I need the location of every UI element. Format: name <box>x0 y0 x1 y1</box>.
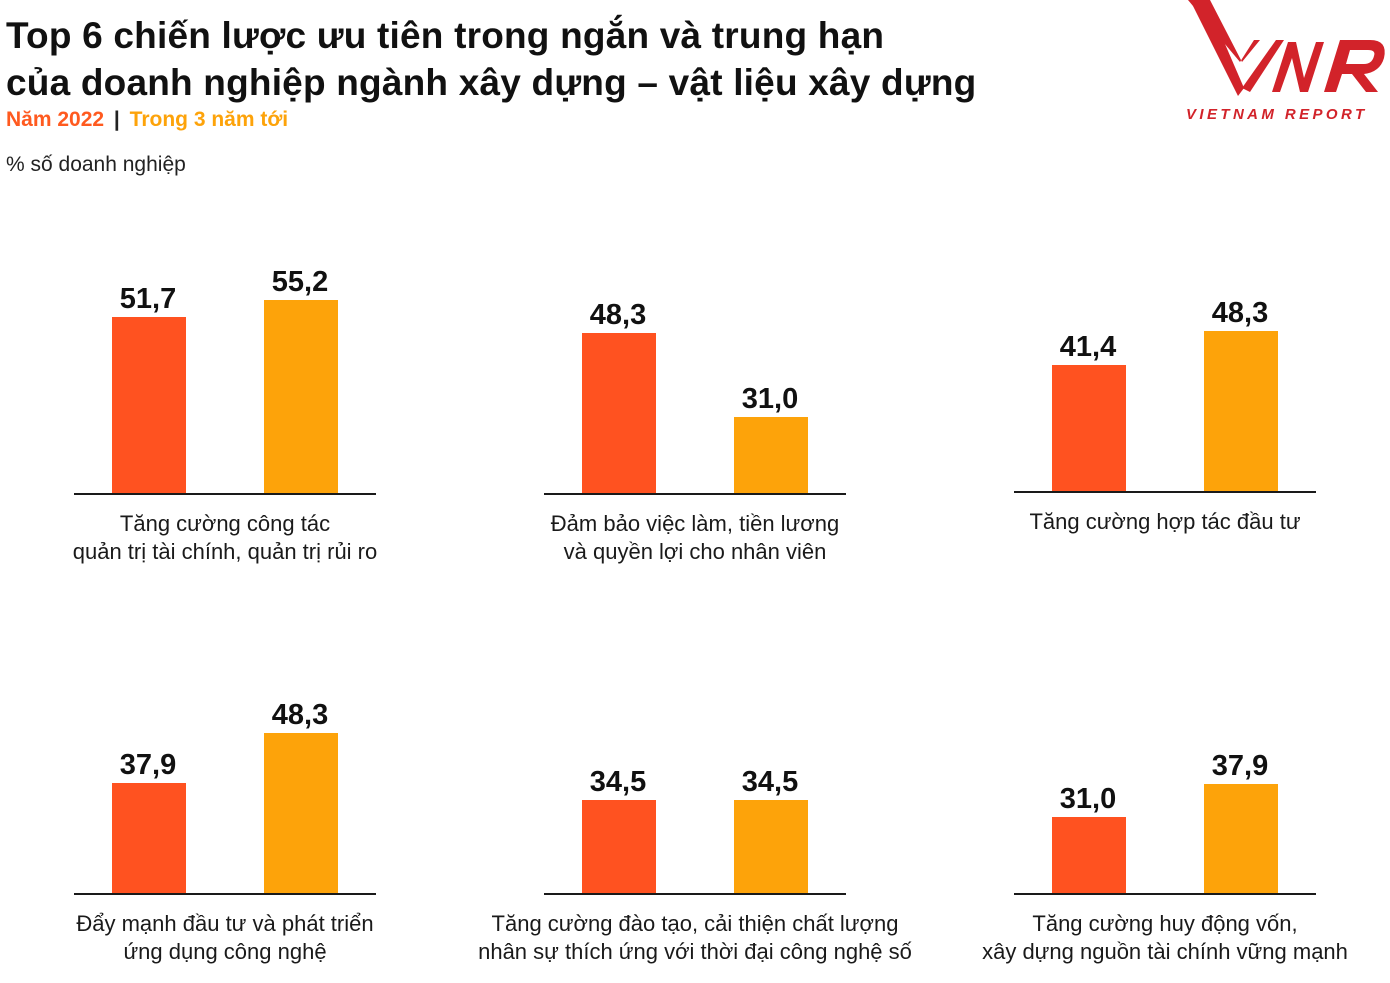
x-axis-line <box>544 893 846 895</box>
bar-2022 <box>1052 365 1126 492</box>
bar-value-label: 31,0 <box>741 383 799 415</box>
bar-next-3-years <box>734 800 808 894</box>
bar-2022 <box>112 317 186 494</box>
bar-2022 <box>582 800 656 894</box>
bar-value-label: 31,0 <box>1059 783 1117 815</box>
bar-value-label: 48,3 <box>1211 297 1269 329</box>
category-label: Tăng cường huy động vốn, xây dựng nguồn … <box>982 911 1348 964</box>
bar-2022 <box>582 333 656 494</box>
bar-2022 <box>112 783 186 894</box>
bar-value-label: 48,3 <box>271 699 329 731</box>
bar-2022 <box>1052 817 1126 894</box>
bar-value-label: 34,5 <box>741 766 799 798</box>
bar-value-label: 37,9 <box>119 749 177 781</box>
chart-title-line2: của doanh nghiệp ngành xây dựng – vật li… <box>6 62 977 103</box>
bar-value-label: 34,5 <box>589 766 647 798</box>
unit-label: % số doanh nghiệp <box>6 153 186 176</box>
bar-next-3-years <box>264 300 338 494</box>
x-axis-line <box>74 493 376 495</box>
legend: Năm 2022 | Trong 3 năm tới <box>6 108 288 132</box>
x-axis-line <box>74 893 376 895</box>
bar-next-3-years <box>264 733 338 894</box>
logo-text: VIETNAM REPORT <box>1186 106 1368 123</box>
legend-series-next-3-years: Trong 3 năm tới <box>129 108 289 131</box>
bar-next-3-years <box>734 417 808 494</box>
x-axis-line <box>544 493 846 495</box>
category-label: Đẩy mạnh đầu tư và phát triển ứng dụng c… <box>76 911 374 964</box>
x-axis-line <box>1014 491 1316 493</box>
bar-value-label: 48,3 <box>589 299 647 331</box>
bar-next-3-years <box>1204 331 1278 492</box>
category-label: Đảm bảo việc làm, tiền lương và quyền lợ… <box>550 511 840 564</box>
vnr-logo-icon <box>1188 0 1385 96</box>
bar-value-label: 41,4 <box>1059 331 1117 363</box>
bar-value-label: 37,9 <box>1211 750 1269 782</box>
bar-value-label: 55,2 <box>271 266 329 298</box>
legend-series-2022: Năm 2022 <box>6 108 105 131</box>
category-label: Tăng cường công tác quản trị tài chính, … <box>72 511 378 564</box>
chart-title: Top 6 chiến lược ưu tiên trong ngắn và t… <box>6 12 976 106</box>
x-axis-line <box>1014 893 1316 895</box>
bar-value-label: 51,7 <box>119 283 177 315</box>
legend-separator: | <box>113 108 120 131</box>
category-label: Tăng cường đào tạo, cải thiện chất lượng… <box>478 911 912 964</box>
bar-next-3-years <box>1204 784 1278 894</box>
chart-title-line1: Top 6 chiến lược ưu tiên trong ngắn và t… <box>6 15 885 56</box>
category-label: Tăng cường hợp tác đầu tư <box>1029 509 1301 534</box>
